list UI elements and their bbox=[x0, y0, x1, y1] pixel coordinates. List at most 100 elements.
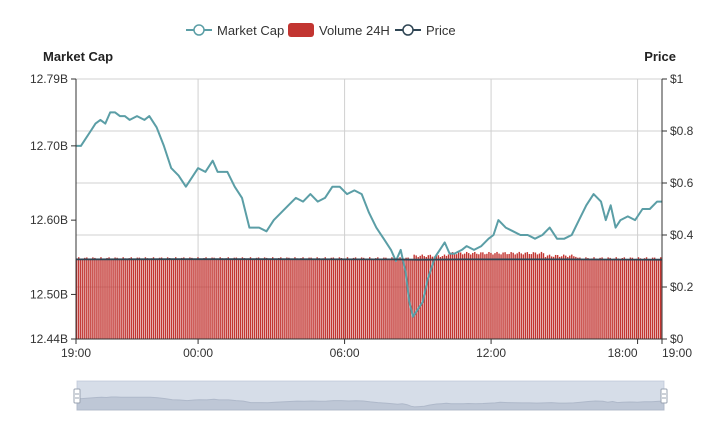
volume-bar bbox=[577, 257, 579, 339]
volume-bar bbox=[621, 258, 624, 339]
volume-bar bbox=[128, 258, 130, 339]
zoom-slider[interactable] bbox=[73, 380, 668, 411]
volume-bar bbox=[120, 258, 122, 339]
y-right-tick-label: $0.8 bbox=[670, 124, 694, 138]
volume-bar bbox=[310, 257, 312, 339]
volume-bar bbox=[641, 259, 644, 339]
volume-bar bbox=[261, 259, 264, 339]
volume-bar bbox=[164, 259, 167, 339]
volume-bar bbox=[546, 255, 549, 339]
volume-bar bbox=[419, 255, 421, 339]
volume-bar bbox=[437, 255, 440, 339]
volume-bar bbox=[647, 258, 650, 339]
volume-bar bbox=[631, 257, 634, 339]
volume-bar bbox=[96, 259, 98, 339]
slider-handle-right[interactable] bbox=[660, 388, 668, 404]
volume-bar bbox=[318, 258, 320, 339]
slider-handle-left[interactable] bbox=[73, 388, 81, 404]
y-axis-right-title: Price bbox=[644, 49, 676, 64]
volume-bar bbox=[366, 258, 369, 339]
volume-bar bbox=[538, 253, 541, 339]
volume-bar bbox=[102, 258, 104, 339]
volume-bar bbox=[468, 253, 470, 339]
volume-bar bbox=[627, 259, 630, 339]
volume-bar bbox=[332, 257, 335, 339]
volume-bar bbox=[221, 258, 223, 339]
volume-bar bbox=[534, 252, 537, 339]
volume-bar bbox=[233, 257, 236, 339]
volume-bar bbox=[389, 258, 391, 339]
volume-bar bbox=[237, 259, 240, 339]
volume-bar bbox=[492, 254, 494, 339]
volume-bar bbox=[443, 254, 446, 339]
volume-bar bbox=[556, 255, 559, 339]
slider-preview bbox=[76, 396, 665, 411]
volume-bar bbox=[579, 257, 581, 339]
volume-bar bbox=[306, 259, 308, 339]
volume-bar bbox=[585, 257, 587, 339]
volume-bar bbox=[605, 259, 607, 339]
volume-bar bbox=[338, 257, 341, 339]
volume-bar bbox=[201, 259, 203, 339]
volume-bar bbox=[552, 256, 555, 339]
volume-bar bbox=[413, 254, 415, 339]
volume-bar bbox=[274, 258, 276, 339]
volume-bar bbox=[633, 259, 636, 339]
volume-bar bbox=[512, 252, 514, 339]
y-left-tick-label: 12.44B bbox=[30, 332, 68, 346]
volume-bar bbox=[573, 256, 575, 339]
volume-bar bbox=[342, 259, 345, 339]
volume-bar bbox=[284, 259, 286, 339]
volume-bar bbox=[197, 257, 199, 339]
volume-bar bbox=[229, 258, 231, 339]
volume-bar bbox=[219, 257, 221, 339]
volume-bar bbox=[185, 259, 187, 339]
volume-bar bbox=[613, 258, 615, 339]
volume-bar bbox=[126, 259, 128, 339]
volume-bar bbox=[659, 257, 662, 339]
volume-bar bbox=[253, 259, 256, 339]
volume-bar bbox=[478, 254, 480, 339]
volume-bar bbox=[429, 254, 432, 339]
volume-bar bbox=[193, 259, 195, 339]
volume-bar bbox=[465, 251, 468, 339]
volume-bar bbox=[431, 256, 434, 339]
volume-bar bbox=[227, 257, 229, 339]
market-cap-line bbox=[76, 111, 662, 318]
slider-window bbox=[77, 381, 664, 410]
volume-bar bbox=[653, 257, 656, 339]
y-left-tick-label: 12.60B bbox=[30, 213, 68, 227]
volume-bar bbox=[82, 259, 84, 339]
volume-bar bbox=[350, 259, 353, 339]
volume-bar bbox=[619, 259, 621, 339]
volume-bar bbox=[504, 252, 506, 339]
volume-bar bbox=[472, 252, 474, 339]
x-tick-label: 19:00 bbox=[61, 346, 91, 360]
volume-bar bbox=[474, 251, 476, 339]
volume-bar bbox=[302, 257, 304, 339]
volume-bar bbox=[575, 256, 577, 339]
volume-bar bbox=[425, 256, 427, 339]
legend-label: Market Cap bbox=[217, 23, 284, 38]
volume-bar bbox=[80, 258, 82, 339]
volume-bar bbox=[617, 258, 619, 339]
volume-bar bbox=[320, 259, 322, 339]
legend[interactable]: Market Cap Volume 24H Price bbox=[186, 23, 456, 38]
x-tick-label: 19:00 bbox=[662, 346, 692, 360]
volume-bar bbox=[587, 258, 589, 339]
legend-label: Price bbox=[426, 23, 456, 38]
volume-bar bbox=[451, 252, 454, 339]
y-left-tick-label: 12.70B bbox=[30, 139, 68, 153]
volume-bar bbox=[288, 257, 290, 339]
volume-bar bbox=[482, 252, 484, 339]
volume-bar bbox=[292, 258, 294, 339]
volume-bar bbox=[558, 256, 561, 339]
volume-bar bbox=[516, 253, 518, 339]
volume-bar bbox=[154, 258, 157, 339]
volume-bar bbox=[476, 253, 478, 339]
volume-bar bbox=[243, 258, 246, 339]
volume-bar bbox=[116, 257, 118, 339]
volume-bar bbox=[399, 257, 401, 339]
volume-bar bbox=[225, 258, 227, 339]
volume-bar bbox=[417, 257, 419, 339]
